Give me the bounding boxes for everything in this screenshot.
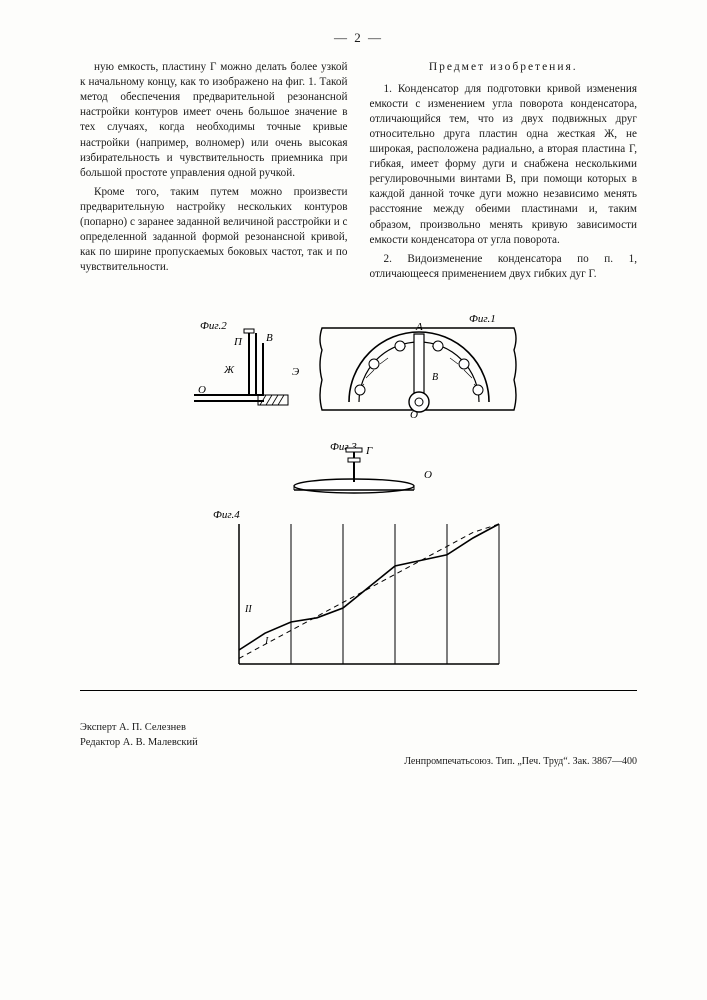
fig2-label: Фиг.2 — [200, 320, 227, 332]
figures-block: Фиг.2 В П Ж О Э — [80, 310, 637, 684]
fig3-O: О — [424, 469, 432, 481]
text-columns: ную емкость, пластину Г можно делать бол… — [80, 60, 637, 286]
fig1-A: А — [415, 321, 423, 333]
figure-1: Фиг.1 — [314, 310, 524, 430]
editor-line: Редактор А. В. Малевский — [80, 736, 637, 751]
graph-label-I: I — [264, 636, 269, 647]
fig4-label: Фиг.4 — [213, 509, 240, 521]
left-para-1: ную емкость, пластину Г можно делать бол… — [80, 60, 348, 181]
fig2-B: В — [266, 332, 273, 344]
page-number: — 2 — — [80, 30, 637, 46]
graph-label-II: II — [244, 604, 252, 615]
fig3-G: Г — [365, 445, 373, 457]
fig2-Eh: Э — [292, 366, 299, 378]
fig2-O: О — [198, 384, 206, 396]
fig2-P: П — [233, 336, 243, 348]
expert-line: Эксперт А. П. Селезнев — [80, 721, 637, 736]
divider — [80, 690, 637, 691]
figure-2: Фиг.2 В П Ж О Э — [194, 315, 304, 425]
claim-1: 1. Конденсатор для подготовки кривой изм… — [370, 82, 638, 248]
credits: Эксперт А. П. Селезнев Редактор А. В. Ма… — [80, 721, 637, 750]
fig1-O2: О — [410, 409, 418, 421]
figure-4-graph: Фиг.4 II I — [209, 504, 509, 684]
imprint: Ленпромпечатьсоюз. Тип. „Печ. Труд“. Зак… — [80, 756, 637, 767]
figure-3: Фиг.3 Г О — [274, 438, 444, 498]
fig1-label: Фиг.1 — [469, 313, 496, 325]
claim-2: 2. Видоизменение конденсатора по п. 1, о… — [370, 252, 638, 282]
left-para-2: Кроме того, таким путем можно произвести… — [80, 185, 348, 276]
left-column: ную емкость, пластину Г можно делать бол… — [80, 60, 348, 286]
right-column: Предмет изобретения. 1. Конденсатор для … — [370, 60, 638, 286]
claims-title: Предмет изобретения. — [370, 60, 638, 76]
fig1-B: В — [432, 372, 438, 383]
fig2-Zh: Ж — [223, 364, 235, 376]
